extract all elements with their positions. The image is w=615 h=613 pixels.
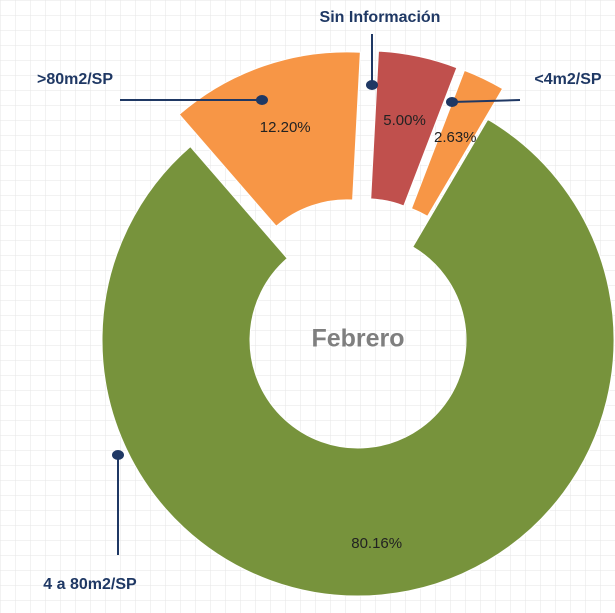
center-label: Febrero bbox=[311, 325, 404, 353]
callout-dot bbox=[446, 97, 458, 107]
slice bbox=[410, 69, 504, 217]
callout-line bbox=[451, 99, 521, 103]
callout-dot bbox=[256, 95, 268, 105]
slice bbox=[370, 50, 458, 207]
category-label: <4m2/SP bbox=[534, 71, 601, 88]
category-label: >80m2/SP bbox=[37, 71, 113, 88]
slice bbox=[101, 118, 615, 597]
value-label: 12.20% bbox=[260, 119, 311, 136]
category-label: 4 a 80m2/SP bbox=[43, 576, 137, 593]
value-label: 2.63% bbox=[434, 129, 477, 146]
callout-dot bbox=[112, 450, 124, 460]
category-label: Sin Información bbox=[320, 9, 441, 26]
value-label: 5.00% bbox=[383, 112, 426, 129]
slice bbox=[178, 51, 361, 227]
value-label: 80.16% bbox=[351, 535, 402, 552]
callout-dot bbox=[366, 80, 378, 90]
